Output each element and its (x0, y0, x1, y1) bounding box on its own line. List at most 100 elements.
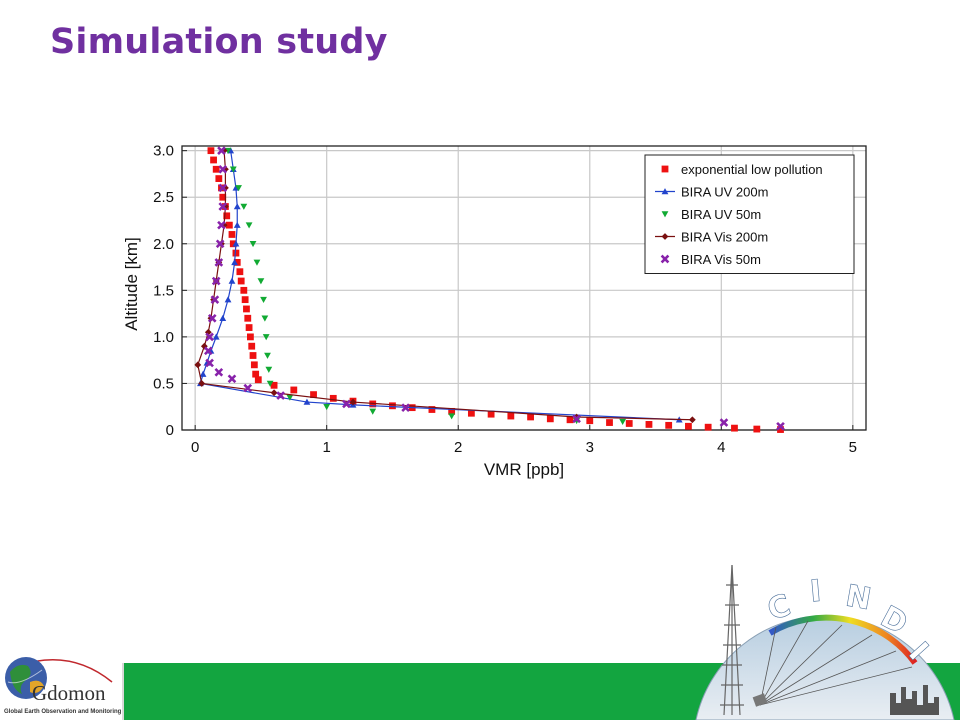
data-point-0-16 (241, 296, 249, 304)
data-point-4-0 (217, 146, 226, 155)
data-point-0-0 (207, 147, 215, 155)
data-point-0-29 (329, 394, 337, 402)
data-point-2-7 (257, 278, 265, 285)
data-point-0-10 (229, 240, 237, 248)
data-point-1-13 (199, 370, 207, 377)
series-4 (203, 146, 785, 431)
data-point-0-47 (685, 422, 692, 430)
data-point-0-49 (731, 424, 738, 432)
series-2 (224, 147, 627, 426)
legend-label-3: BIRA Vis 200m (681, 230, 768, 245)
chart-ticks: 0 1 2 3 4 5 0 0.5 1.0 1.5 2.0 2.5 3.0 (153, 143, 857, 456)
data-point-0-39 (527, 413, 534, 421)
data-point-2-0 (224, 147, 232, 155)
data-point-4-5 (215, 239, 225, 249)
legend-label-1: BIRA UV 200m (681, 185, 768, 200)
data-point-2-19 (619, 418, 627, 426)
data-point-4-19 (572, 414, 581, 424)
data-point-4-3 (218, 202, 228, 211)
data-point-1-9 (219, 314, 227, 321)
data-point-2-11 (264, 352, 271, 359)
data-point-0-34 (428, 406, 436, 413)
data-point-0-14 (237, 277, 245, 285)
data-point-4-17 (342, 399, 351, 409)
data-point-4-4 (217, 220, 226, 230)
y-tick-label-3: 1.5 (153, 282, 174, 299)
data-point-4-7 (211, 276, 221, 286)
data-point-4-20 (719, 418, 729, 427)
legend-box (644, 154, 855, 274)
data-point-0-32 (389, 402, 396, 410)
data-point-0-23 (250, 361, 258, 369)
data-point-1-7 (228, 277, 236, 284)
data-point-0-40 (546, 415, 554, 423)
data-point-0-28 (310, 391, 317, 399)
gdomon-tagline: Global Earth Observation and Monitoring (4, 709, 122, 715)
data-point-3-14 (270, 389, 278, 397)
data-point-2-5 (249, 241, 257, 248)
cindi-letter-c: C (763, 588, 795, 628)
data-point-4-8 (210, 295, 220, 304)
x-axis-label: VMR [ppb] (484, 460, 564, 479)
data-point-0-48 (704, 423, 712, 431)
data-point-0-42 (586, 417, 594, 425)
legend-label-4: BIRA Vis 50m (681, 252, 761, 267)
chart-series (194, 146, 785, 433)
data-point-0-46 (665, 421, 673, 429)
data-point-0-36 (467, 409, 475, 417)
x-tick-label-4: 4 (717, 439, 725, 456)
data-point-2-4 (245, 222, 253, 229)
data-point-4-10 (205, 332, 214, 342)
data-point-4-18 (401, 403, 410, 412)
data-point-1-10 (212, 333, 220, 340)
data-point-0-7 (223, 212, 231, 220)
data-point-0-12 (233, 258, 241, 266)
data-point-2-6 (253, 259, 261, 266)
data-point-0-22 (249, 352, 257, 359)
legend-label-2: BIRA UV 50m (681, 207, 761, 222)
x-tick-label-0: 0 (191, 439, 199, 456)
data-point-0-11 (232, 249, 240, 257)
data-point-0-18 (244, 314, 252, 322)
series-line-1 (199, 150, 680, 421)
data-point-2-13 (266, 380, 274, 387)
data-point-1-5 (232, 240, 240, 247)
data-point-0-25 (254, 376, 262, 384)
data-point-0-44 (625, 420, 633, 427)
data-point-0-26 (270, 381, 278, 389)
data-point-4-13 (214, 367, 224, 377)
data-point-2-15 (323, 404, 331, 411)
data-point-0-9 (228, 231, 236, 238)
data-point-2-16 (369, 408, 377, 415)
gdomon-wordmark: Gdomon (32, 681, 106, 705)
data-point-0-43 (606, 419, 613, 426)
y-tick-label-6: 3.0 (153, 143, 174, 160)
cindi-logo: C I N D I (695, 564, 955, 720)
data-point-4-14 (227, 374, 237, 384)
data-point-0-35 (448, 407, 456, 415)
data-point-4-2 (218, 183, 228, 193)
plot-frame (181, 145, 867, 431)
data-point-3-17 (688, 416, 696, 424)
data-point-4-6 (214, 258, 224, 267)
data-point-4-1 (218, 164, 228, 174)
data-point-4-9 (207, 313, 217, 323)
data-point-0-37 (487, 410, 495, 418)
data-point-2-1 (229, 166, 237, 173)
series-line-3 (197, 150, 693, 421)
data-point-4-16 (276, 391, 285, 400)
data-point-0-24 (252, 370, 260, 378)
x-tick-label-5: 5 (849, 439, 857, 456)
data-point-0-50 (753, 425, 761, 433)
data-point-2-8 (260, 296, 267, 304)
x-tick-label-1: 1 (323, 439, 331, 456)
footer-divider (122, 663, 124, 720)
data-point-4-21 (776, 421, 785, 431)
data-point-0-1 (210, 156, 217, 164)
data-point-1-3 (233, 203, 241, 210)
legend: exponential low pollution BIRA UV 200m BIR… (644, 154, 855, 274)
legend-marker-4 (660, 254, 670, 264)
data-point-3-12 (194, 361, 202, 369)
data-point-2-10 (262, 334, 270, 341)
data-point-2-17 (448, 413, 456, 420)
